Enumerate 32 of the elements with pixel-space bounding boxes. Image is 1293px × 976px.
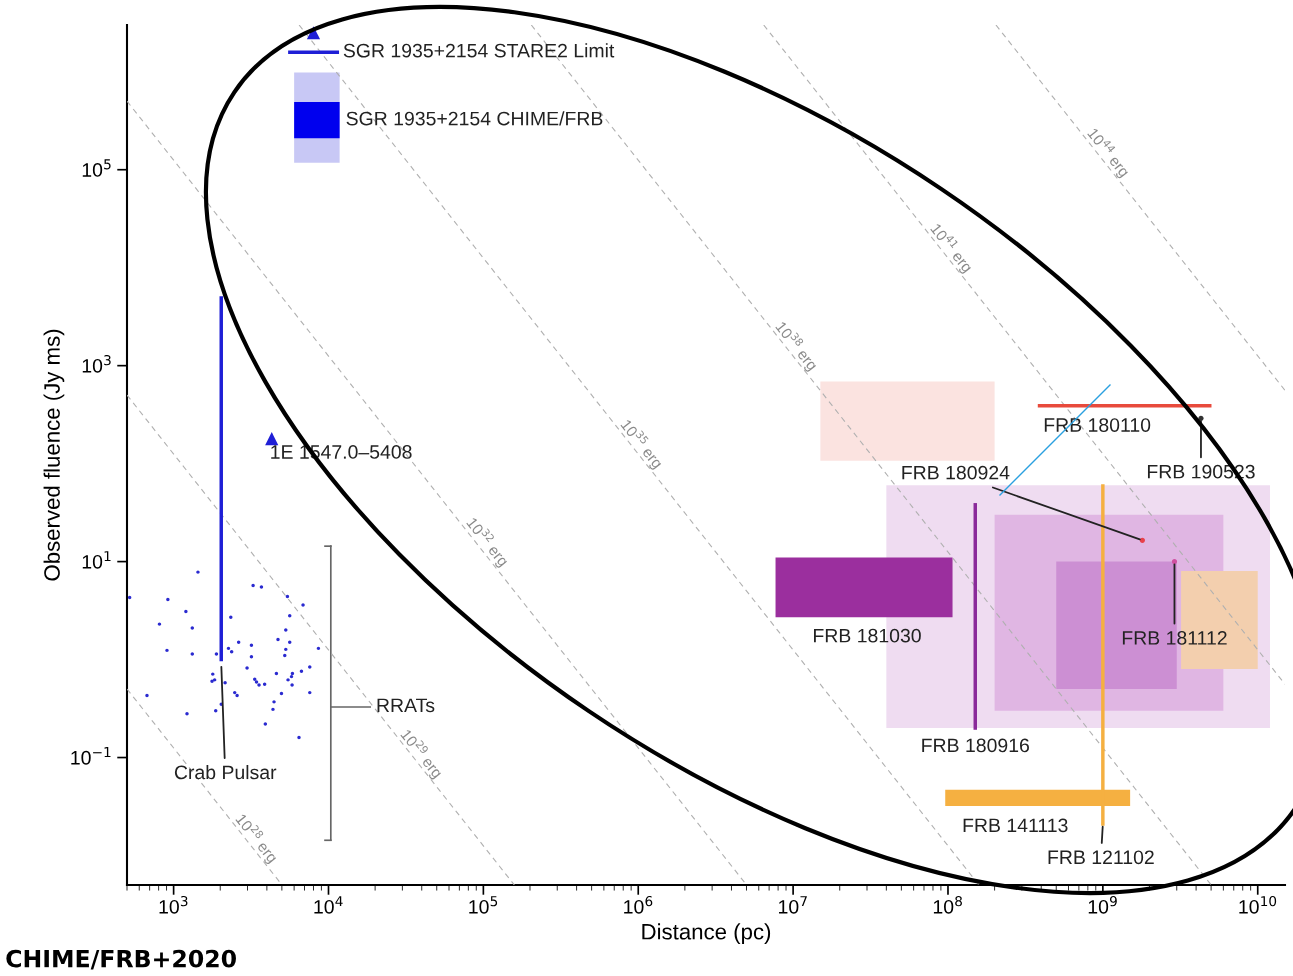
y-tick-label: 10$^{−1}$ <box>71 747 111 765</box>
series-label: SGR 1935+2154 STARE2 Limit <box>343 43 615 58</box>
annotation: FRB 180924 <box>902 465 1010 480</box>
annotation: FRB 121102 <box>1048 850 1154 865</box>
x-axis-title: Distance (pc) <box>642 923 771 944</box>
annotation: 10$^{41}$ erg <box>927 221 976 275</box>
annotation: RRATs <box>377 698 435 713</box>
annotation: 10$^{29}$ erg <box>397 726 446 781</box>
annotation: FRB 181112 <box>1122 631 1227 645</box>
annotation: 10$^{38}$ erg <box>772 319 821 373</box>
x-tick-label: 10$^{3}$ <box>159 895 188 914</box>
y-tick-label: 10$^{5}$ <box>82 159 111 177</box>
text: CHIME/FRB+2020 <box>6 949 236 970</box>
annotation: 10$^{35}$ erg <box>617 416 666 471</box>
x-tick-label: 10$^{8}$ <box>933 895 962 914</box>
x-tick-label: 10$^{10}$ <box>1239 895 1277 914</box>
annotation: 10$^{32}$ erg <box>463 514 512 569</box>
x-tick-label: 10$^{9}$ <box>1088 895 1117 914</box>
annotation: FRB 181030 <box>814 628 921 643</box>
annotation: Crab Pulsar <box>174 764 277 780</box>
annotation: SGR 1935+2154 CHIME/FRB <box>346 111 603 126</box>
x-tick-label: 10$^{7}$ <box>779 896 807 914</box>
x-tick-label: 10$^{5}$ <box>469 896 498 914</box>
annotation: FRB 180916 <box>922 738 1029 753</box>
annotation: FRB 141113 <box>963 818 1068 833</box>
x-tick-label: 10$^{6}$ <box>624 895 653 914</box>
y-axis-title: Observed fluence (Jy ms) <box>43 329 65 581</box>
annotation: 10$^{44}$ erg <box>1084 125 1133 180</box>
x-tick-label: 10$^{4}$ <box>314 896 343 914</box>
annotation: 10$^{28}$ erg <box>232 811 281 866</box>
y-tick-label: 10$^{3}$ <box>82 355 111 373</box>
y-tick-label: 10$^{1}$ <box>82 551 111 569</box>
